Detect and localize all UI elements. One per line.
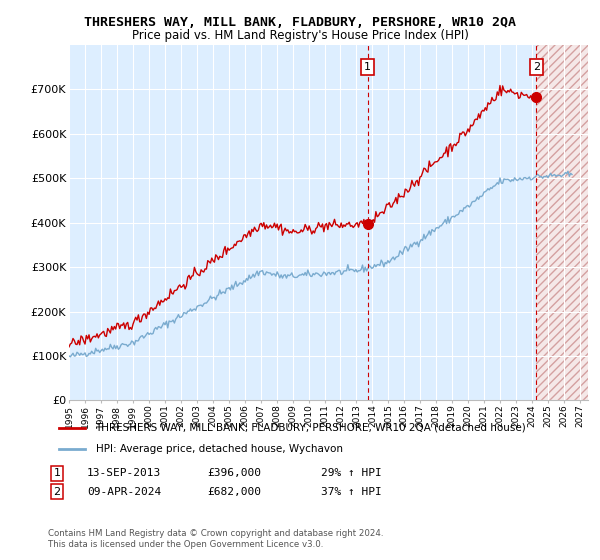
Text: HPI: Average price, detached house, Wychavon: HPI: Average price, detached house, Wych… bbox=[95, 444, 343, 454]
Text: 37% ↑ HPI: 37% ↑ HPI bbox=[321, 487, 382, 497]
Bar bbox=[536, 45, 588, 400]
Text: 2: 2 bbox=[53, 487, 61, 497]
Text: This data is licensed under the Open Government Licence v3.0.: This data is licensed under the Open Gov… bbox=[48, 540, 323, 549]
Text: 29% ↑ HPI: 29% ↑ HPI bbox=[321, 468, 382, 478]
Text: 1: 1 bbox=[53, 468, 61, 478]
Text: Contains HM Land Registry data © Crown copyright and database right 2024.: Contains HM Land Registry data © Crown c… bbox=[48, 529, 383, 538]
Text: £396,000: £396,000 bbox=[207, 468, 261, 478]
Text: Price paid vs. HM Land Registry's House Price Index (HPI): Price paid vs. HM Land Registry's House … bbox=[131, 29, 469, 42]
Text: 13-SEP-2013: 13-SEP-2013 bbox=[87, 468, 161, 478]
Text: 2: 2 bbox=[533, 62, 540, 72]
Text: 09-APR-2024: 09-APR-2024 bbox=[87, 487, 161, 497]
Text: 1: 1 bbox=[364, 62, 371, 72]
Text: £682,000: £682,000 bbox=[207, 487, 261, 497]
Bar bbox=[536, 45, 588, 400]
Text: THRESHERS WAY, MILL BANK, FLADBURY, PERSHORE, WR10 2QA (detached house): THRESHERS WAY, MILL BANK, FLADBURY, PERS… bbox=[95, 423, 526, 433]
Text: THRESHERS WAY, MILL BANK, FLADBURY, PERSHORE, WR10 2QA: THRESHERS WAY, MILL BANK, FLADBURY, PERS… bbox=[84, 16, 516, 29]
